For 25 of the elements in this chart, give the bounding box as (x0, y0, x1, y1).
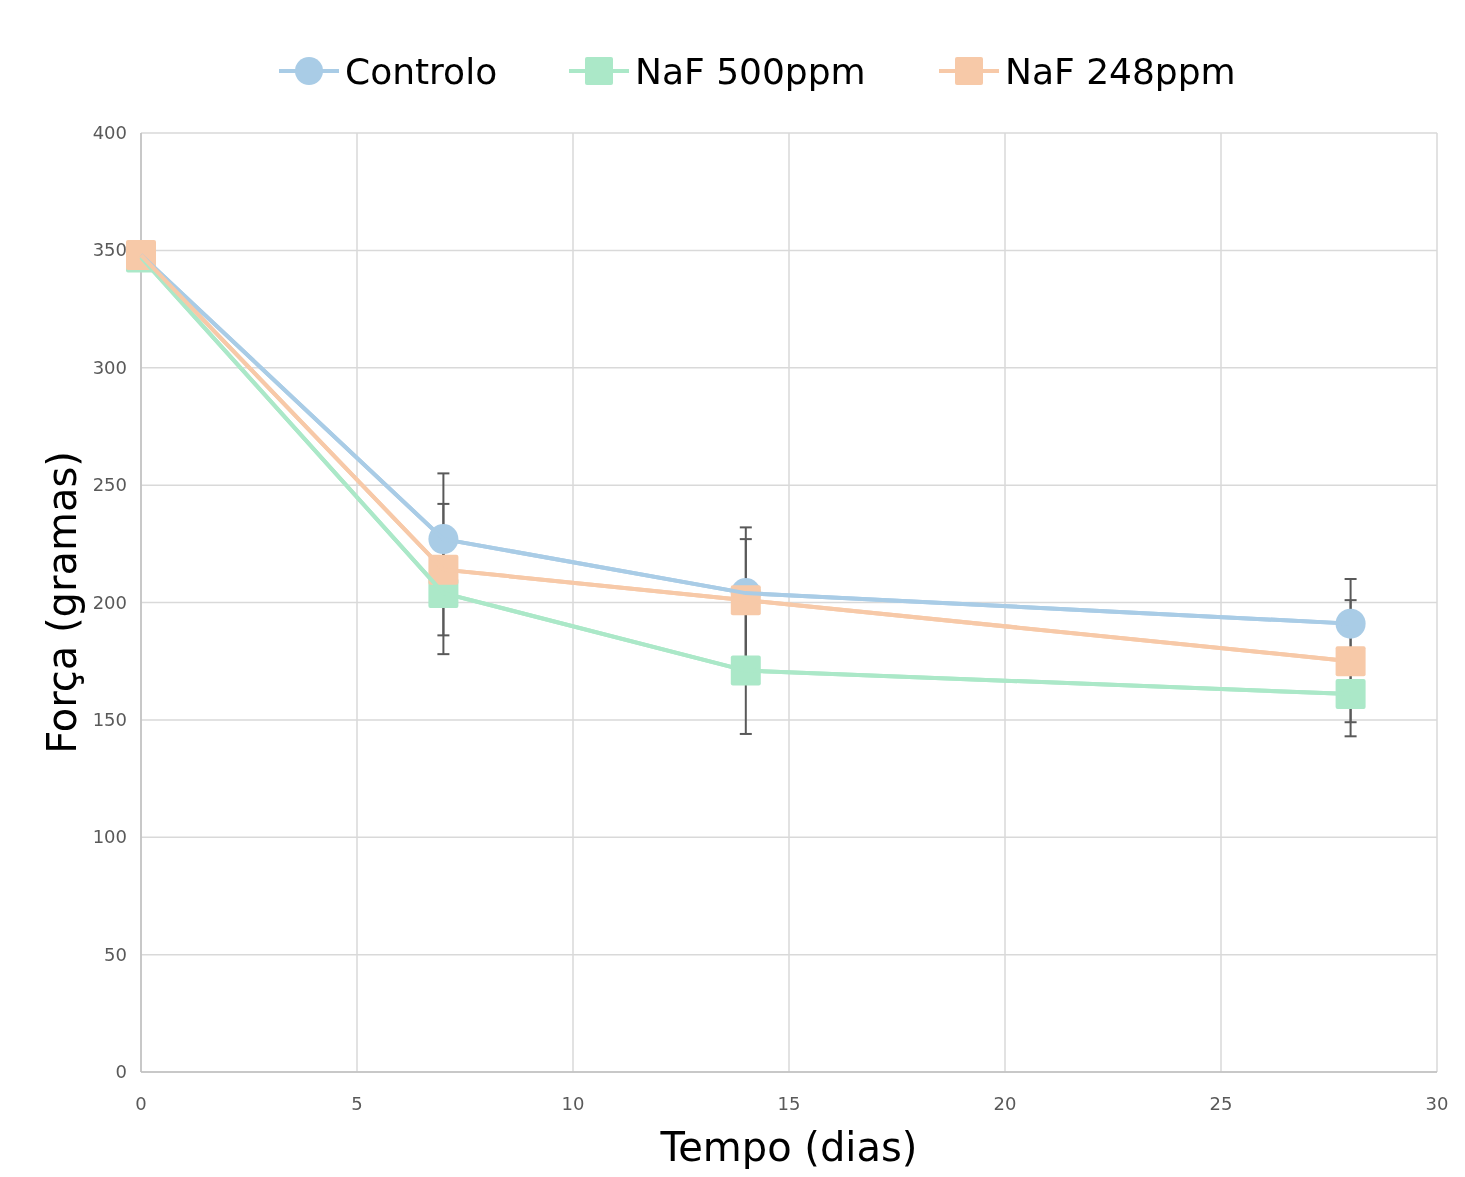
y-axis-title: Força (gramas) (39, 451, 85, 754)
x-tick-label: 20 (993, 1093, 1017, 1114)
y-tick-label: 200 (92, 591, 127, 613)
point (1335, 608, 1366, 639)
y-tick-label: 50 (104, 943, 127, 965)
x-tick-label: 25 (1209, 1093, 1233, 1114)
y-tick-label: 100 (92, 826, 127, 848)
point (1335, 679, 1366, 710)
point (730, 655, 761, 686)
point (1335, 646, 1366, 677)
x-tick-label: 15 (777, 1093, 801, 1114)
legend-label: NaF 500ppm (635, 51, 866, 92)
x-tick-label: 10 (561, 1093, 585, 1114)
y-tick-label: 0 (115, 1061, 127, 1082)
y-tick-label: 350 (92, 239, 127, 261)
x-tick-label: 0 (135, 1093, 147, 1114)
x-tick-label: 5 (351, 1093, 363, 1114)
legend-label: Controlo (345, 51, 498, 92)
y-tick-label: 300 (92, 356, 127, 378)
legend-label: NaF 248ppm (1005, 51, 1236, 92)
x-axis-title: Tempo (dias) (659, 1124, 918, 1170)
y-tick-label: 400 (92, 122, 127, 143)
y-tick-label: 250 (92, 474, 127, 496)
y-tick-label: 150 (92, 708, 127, 730)
x-tick-label: 30 (1425, 1093, 1449, 1114)
